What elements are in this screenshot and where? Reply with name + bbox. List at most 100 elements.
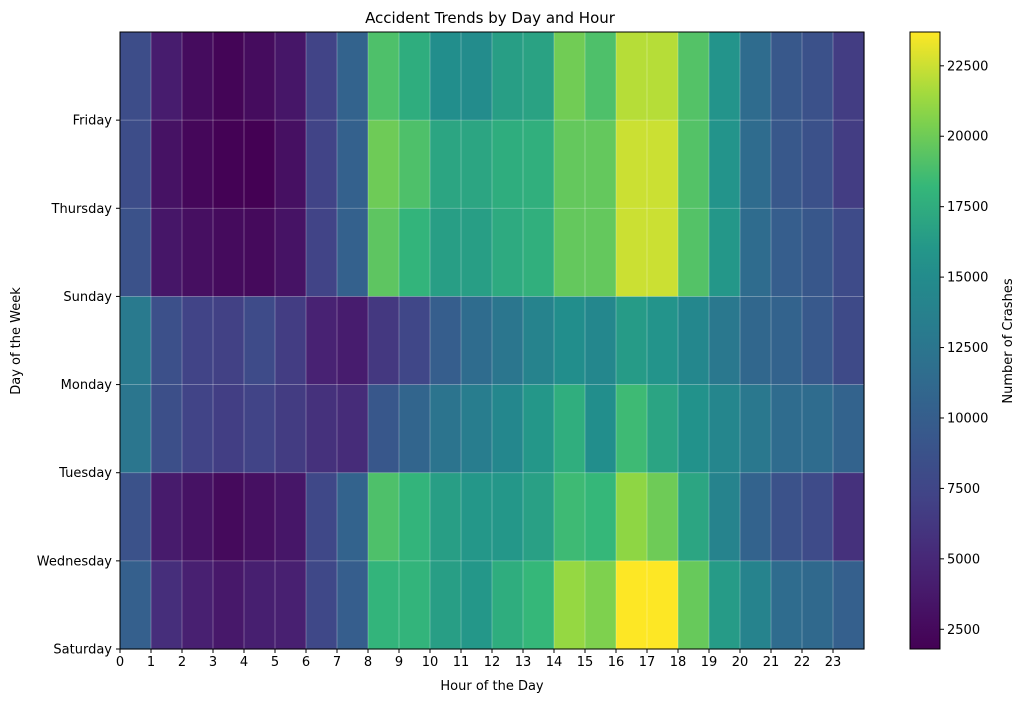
- heatmap-cell: [399, 472, 431, 562]
- x-tick-label: 22: [794, 655, 811, 670]
- heatmap-cell: [523, 384, 555, 474]
- heatmap-cell: [430, 32, 462, 121]
- heatmap-cell: [399, 296, 431, 386]
- heatmap-cell: [275, 120, 307, 209]
- x-tick-label: 19: [701, 655, 718, 670]
- x-tick-label: 1: [147, 655, 155, 670]
- heatmap-cell: [678, 296, 710, 386]
- heatmap-cell: [399, 384, 431, 474]
- heatmap-cell: [740, 472, 772, 562]
- heatmap-cell: [709, 296, 741, 386]
- heatmap-cell: [647, 120, 679, 209]
- heatmap-cell: [647, 560, 679, 650]
- heatmap-cell: [492, 32, 524, 121]
- heatmap-cell: [182, 472, 214, 562]
- colorbar-label: Number of Crashes: [1001, 278, 1016, 403]
- heatmap-cell: [709, 208, 741, 298]
- heatmap-cell: [771, 32, 803, 121]
- x-tick-label: 17: [639, 655, 656, 670]
- heatmap-cell: [275, 472, 307, 562]
- heatmap-cell: [461, 472, 493, 562]
- heatmap-cell: [306, 472, 338, 562]
- heatmap-cell: [678, 384, 710, 474]
- heatmap-cell: [430, 296, 462, 386]
- heatmap-cell: [771, 296, 803, 386]
- heatmap-cell: [802, 120, 834, 209]
- heatmap-cell: [120, 472, 152, 562]
- heatmap-cell: [244, 472, 276, 562]
- heatmap-cell: [740, 120, 772, 209]
- colorbar-tick-label: 12500: [947, 341, 988, 356]
- heatmap-cell: [337, 120, 369, 209]
- heatmap-cell: [647, 472, 679, 562]
- heatmap-cell: [585, 472, 617, 562]
- heatmap-cell: [430, 384, 462, 474]
- heatmap-cell: [182, 208, 214, 298]
- heatmap-cell: [213, 296, 245, 386]
- heatmap-cell: [492, 472, 524, 562]
- heatmap-cell: [740, 384, 772, 474]
- heatmap-cell: [182, 120, 214, 209]
- heatmap-cell: [306, 560, 338, 650]
- x-tick-label: 13: [515, 655, 532, 670]
- x-tick-label: 11: [453, 655, 470, 670]
- heatmap-cells: [120, 32, 865, 650]
- heatmap-cell: [213, 208, 245, 298]
- heatmap-cell: [399, 32, 431, 121]
- heatmap-cell: [771, 560, 803, 650]
- heatmap-cell: [554, 384, 586, 474]
- heatmap-cell: [554, 32, 586, 121]
- heatmap-cell: [399, 208, 431, 298]
- heatmap-cell: [523, 120, 555, 209]
- heatmap-cell: [523, 472, 555, 562]
- heatmap-cell: [337, 472, 369, 562]
- heatmap-cell: [368, 120, 400, 209]
- heatmap-cell: [461, 120, 493, 209]
- heatmap-cell: [585, 560, 617, 650]
- x-tick-label: 3: [209, 655, 217, 670]
- heatmap-cell: [802, 208, 834, 298]
- x-tick-label: 14: [546, 655, 563, 670]
- heatmap-cell: [554, 208, 586, 298]
- heatmap-cell: [275, 32, 307, 121]
- heatmap-cell: [616, 560, 648, 650]
- x-tick-label: 2: [178, 655, 186, 670]
- colorbar-tick-label: 5000: [947, 552, 980, 567]
- heatmap-cell: [275, 384, 307, 474]
- heatmap-cell: [523, 560, 555, 650]
- heatmap-cell: [802, 472, 834, 562]
- heatmap-cell: [213, 384, 245, 474]
- heatmap-cell: [833, 296, 865, 386]
- heatmap-cell: [337, 208, 369, 298]
- heatmap-cell: [399, 560, 431, 650]
- heatmap-cell: [647, 32, 679, 121]
- heatmap-cell: [740, 560, 772, 650]
- heatmap-cell: [492, 120, 524, 209]
- x-tick-label: 0: [116, 655, 124, 670]
- y-tick-label: Thursday: [51, 202, 113, 217]
- heatmap-cell: [492, 384, 524, 474]
- heatmap-cell: [523, 32, 555, 121]
- heatmap-cell: [275, 560, 307, 650]
- colorbar-tick-label: 22500: [947, 59, 988, 74]
- heatmap-cell: [678, 208, 710, 298]
- heatmap-cell: [492, 560, 524, 650]
- colorbar-gradient: [909, 31, 941, 650]
- heatmap-cell: [833, 32, 865, 121]
- heatmap-cell: [430, 208, 462, 298]
- colorbar-tick-label: 20000: [947, 130, 988, 145]
- heatmap-cell: [585, 120, 617, 209]
- heatmap-cell: [802, 296, 834, 386]
- heatmap-cell: [151, 208, 183, 298]
- heatmap-cell: [275, 208, 307, 298]
- heatmap-cell: [709, 472, 741, 562]
- heatmap-cell: [151, 472, 183, 562]
- y-tick-label: Tuesday: [58, 466, 112, 481]
- x-tick-label: 18: [670, 655, 687, 670]
- heatmap-cell: [585, 208, 617, 298]
- heatmap-cell: [244, 208, 276, 298]
- heatmap-cell: [492, 208, 524, 298]
- heatmap-cell: [213, 32, 245, 121]
- heatmap-cell: [833, 560, 865, 650]
- heatmap-cell: [616, 384, 648, 474]
